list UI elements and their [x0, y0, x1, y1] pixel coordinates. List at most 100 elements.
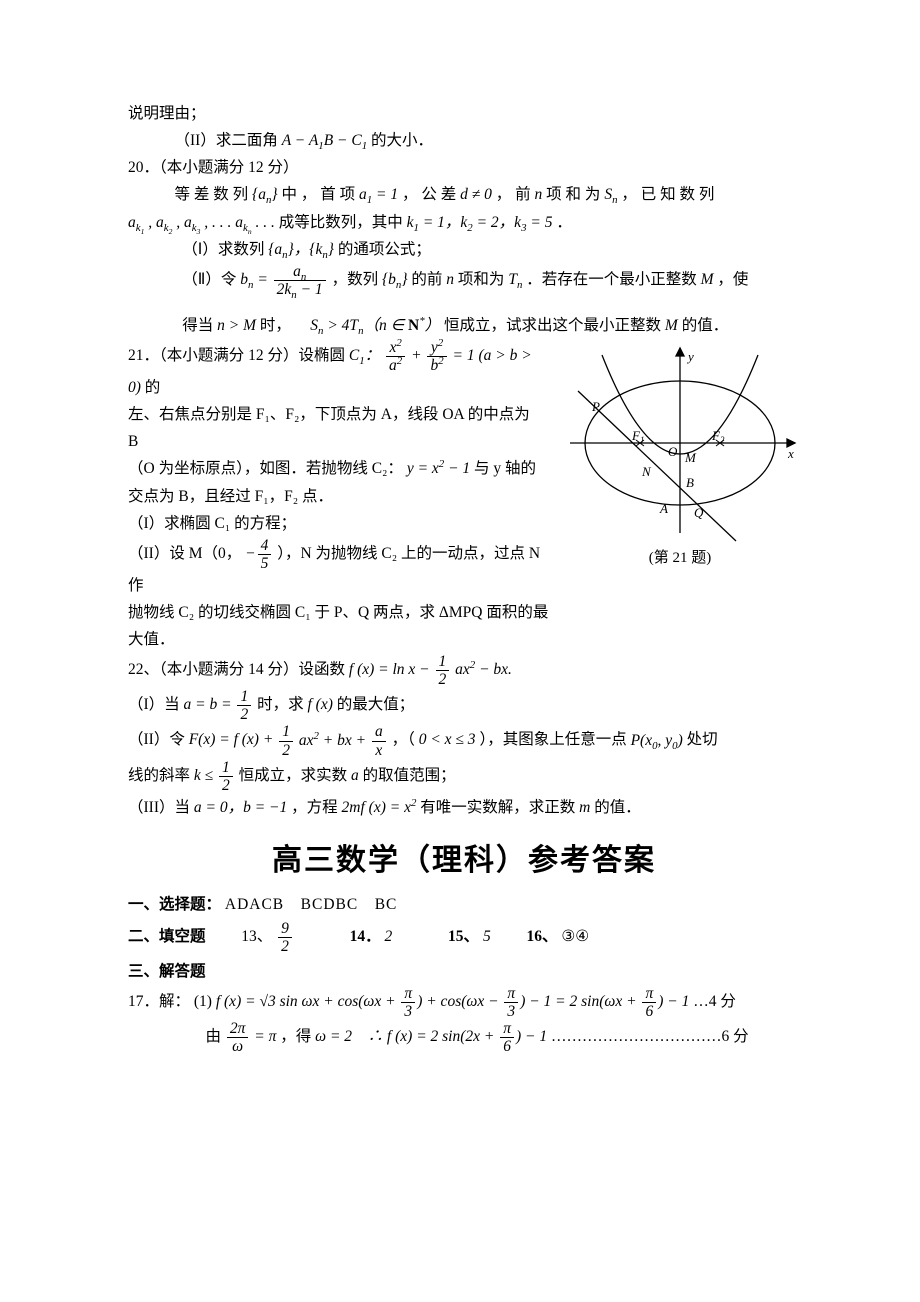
t: ， 已 知 数 列	[621, 186, 714, 203]
spacer	[128, 298, 800, 312]
f16v: ③④	[561, 929, 589, 946]
svg-text:A: A	[659, 501, 668, 516]
aseq: {an}	[252, 186, 278, 203]
t: 成等比数列，其中	[279, 214, 403, 231]
h12c: 12	[279, 723, 293, 758]
f15v: 5	[483, 929, 491, 946]
t: 恒成立，试求出这个最小正整数	[444, 317, 661, 334]
rng: 0 < x ≤ 3	[419, 732, 476, 749]
t: 线的斜率	[128, 767, 190, 784]
ngtm: n > M	[217, 317, 260, 334]
svg-text:Q: Q	[694, 505, 704, 520]
c1: C1：	[349, 347, 380, 364]
t: 的前	[411, 271, 442, 288]
f14v: 2	[385, 929, 393, 946]
t: 由	[206, 1028, 222, 1045]
t: (1)	[194, 993, 212, 1010]
fill-line: 二、填空题 13、 92 14． 2 15、 5 16、 ③④	[128, 920, 800, 955]
fx2: f (x)	[307, 696, 336, 713]
t: （II）令	[128, 732, 185, 749]
t: ，得	[280, 1028, 311, 1045]
t: ……………………………6 分	[551, 1028, 749, 1045]
t: （III）当	[128, 799, 190, 816]
t: 得当	[182, 317, 213, 334]
t: 的	[145, 379, 161, 396]
t: ．若存在一个最小正整数	[526, 271, 697, 288]
t: （Ⅱ）令	[182, 271, 236, 288]
t: 中 ， 首 项	[281, 186, 355, 203]
pi3a: π3	[401, 985, 415, 1020]
f15: 15、	[448, 929, 479, 946]
q22-head: 22、（本小题满分 14 分）设函数 f (x) = ln x − 12 ax2…	[128, 653, 800, 688]
t: ，数列	[332, 271, 379, 288]
bn: bn =	[240, 271, 271, 288]
t: 时，求	[257, 696, 304, 713]
t: 的最大值；	[337, 696, 415, 713]
sntn: Sn > 4Tn（n ∈ N*）	[295, 317, 440, 334]
plus: +	[411, 347, 425, 364]
t: 与 y 轴的	[474, 460, 536, 477]
ankn: {an}，{kn}	[268, 241, 334, 258]
t: ， 公 差	[402, 186, 456, 203]
q21-figure: y x F1 F2 O M N B A Q P (第 21 题)	[560, 343, 800, 571]
svg-text:O: O	[668, 444, 678, 459]
q19-ii-b: 的大小．	[367, 132, 433, 149]
fx: f (x) = ln x −	[349, 661, 434, 678]
h12b: 12	[237, 688, 251, 723]
q21-l8: 大值．	[128, 626, 800, 653]
svg-text:N: N	[641, 464, 652, 479]
svg-text:M: M	[684, 450, 697, 465]
ak-seq: ak1 , ak2 , ak3 , . . . akn . . .	[128, 214, 279, 231]
q21-l7: 抛物线 C₂ 的切线交椭圆 C₁ 于 P、Q 两点，求 ΔMPQ 面积的最	[128, 599, 800, 626]
m1: ) − 1	[516, 1028, 547, 1045]
t: 处切	[687, 732, 718, 749]
sel-line: 一、选择题： ADACB BCDBC BC	[128, 891, 800, 918]
bnseq: {bn}	[382, 271, 408, 288]
2pio: 2πω	[227, 1020, 249, 1055]
h12: 12	[436, 653, 450, 688]
svg-text:y: y	[686, 349, 694, 364]
m: m	[579, 799, 594, 816]
Fx: F(x) = f (x) +	[189, 732, 277, 749]
n: n	[535, 186, 547, 203]
q17-l1: 17．解： (1) f (x) = √3 sin ωx + cos(ωx + π…	[128, 985, 800, 1020]
pi6a: π6	[642, 985, 656, 1020]
q22-l3: （II）令 F(x) = f (x) + 12 ax2 + bx + ax ，（…	[128, 723, 800, 758]
aox: ax	[372, 723, 386, 758]
t: 项 和 为	[546, 186, 600, 203]
a0: a = 0，b = −1	[194, 799, 287, 816]
q20-l3: （Ⅰ）求数列 {an}，{kn} 的通项公式；	[128, 236, 800, 263]
svg-text:B: B	[686, 475, 694, 490]
a1: a1 = 1	[359, 186, 398, 203]
q20-l4: （Ⅱ）令 bn = an2kn − 1 ，数列 {bn} 的前 n 项和为 Tn…	[128, 263, 800, 298]
t: 有唯一实数解，求正数	[420, 799, 575, 816]
t: 的通项公式；	[338, 241, 431, 258]
t: 的值．	[682, 317, 729, 334]
ypar: y = x2 − 1	[407, 460, 470, 477]
t: ．	[556, 214, 572, 231]
bn-frac: an2kn − 1	[274, 263, 326, 298]
q20-l1: 等 差 数 列 {an} 中 ， 首 项 a1 = 1 ， 公 差 d ≠ 0 …	[128, 181, 800, 208]
sn: Sn	[604, 186, 617, 203]
axbx: ax2 − bx.	[455, 661, 512, 678]
f14: 14．	[350, 929, 381, 946]
fill-label: 二、填空题	[128, 929, 206, 946]
p3: ) − 1	[658, 993, 689, 1010]
q19-angle: A − A1B − C1	[282, 132, 367, 149]
t: （I）当	[128, 696, 180, 713]
svg-text:x: x	[787, 446, 794, 461]
q20-l2: ak1 , ak2 , ak3 , . . . akn . . . 成等比数列，…	[128, 209, 800, 236]
eqpi: = π	[254, 1028, 276, 1045]
q20-head: 20．（本小题满分 12 分）	[128, 154, 800, 181]
tn: Tn	[508, 271, 522, 288]
h12d: 12	[219, 759, 233, 794]
a: a	[351, 767, 363, 784]
pi6b: π6	[500, 1020, 514, 1055]
ab: a = b =	[184, 696, 236, 713]
eqm: 2mf (x) = x2	[342, 799, 421, 816]
n2: n	[446, 271, 458, 288]
q22-l4: 线的斜率 k ≤ 12 恒成立，求实数 a 的取值范围；	[128, 759, 800, 794]
t: 21．（本小题满分 12 分）设椭圆	[128, 347, 345, 364]
t: （Ⅰ）求数列	[182, 241, 264, 258]
f13: 13、	[241, 929, 272, 946]
